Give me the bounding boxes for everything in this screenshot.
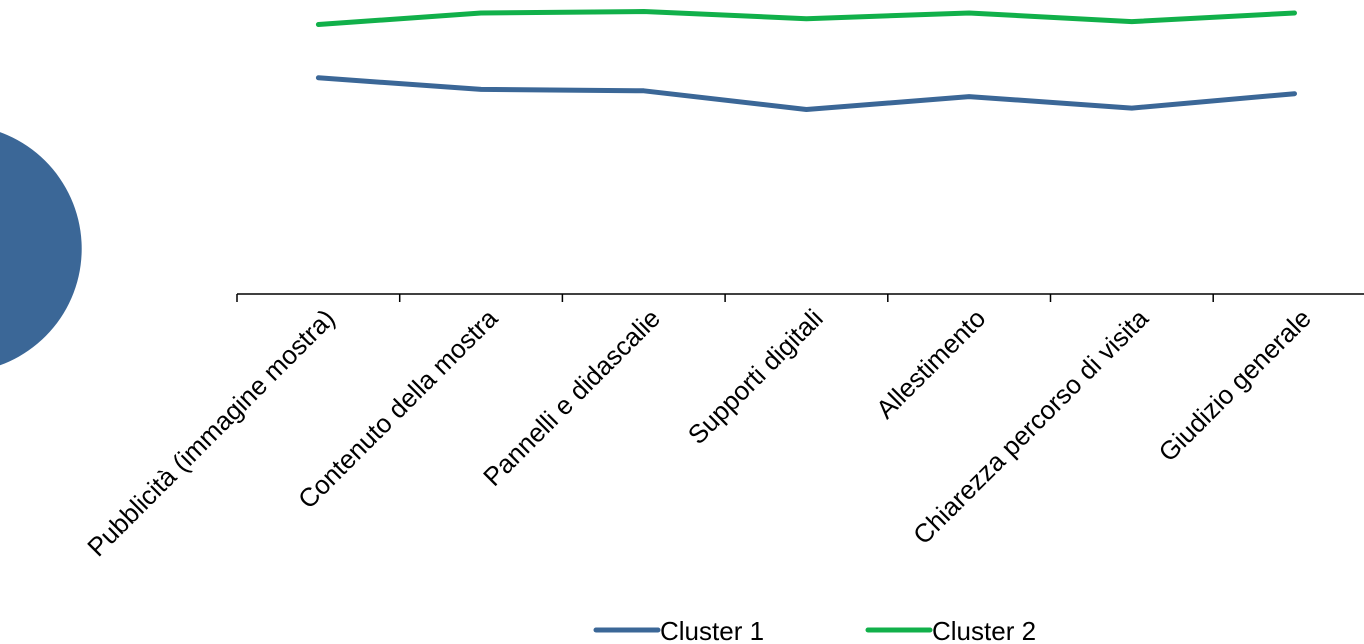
legend-label: Cluster 2 bbox=[932, 616, 1036, 644]
x-tick-label: Pubblicità (immagine mostra) bbox=[81, 303, 340, 562]
legend-label: Cluster 1 bbox=[660, 616, 764, 644]
pie-slice-blue bbox=[0, 132, 82, 366]
series-line-1 bbox=[315, 75, 1297, 112]
x-tick-label: Supporti digitali bbox=[682, 303, 829, 450]
x-tick-label: Pannelli e didascalie bbox=[477, 303, 666, 492]
x-tick-label: Giudizio generale bbox=[1152, 303, 1316, 467]
x-tick-label: Allestimento bbox=[870, 303, 991, 424]
x-axis: Pubblicità (immagine mostra)Contenuto de… bbox=[81, 293, 1364, 562]
series-line-2 bbox=[315, 9, 1297, 27]
partial-pie-graphic bbox=[0, 132, 82, 366]
legend: Cluster 1 Cluster 2 bbox=[593, 616, 1036, 644]
plot-area bbox=[315, 9, 1297, 112]
